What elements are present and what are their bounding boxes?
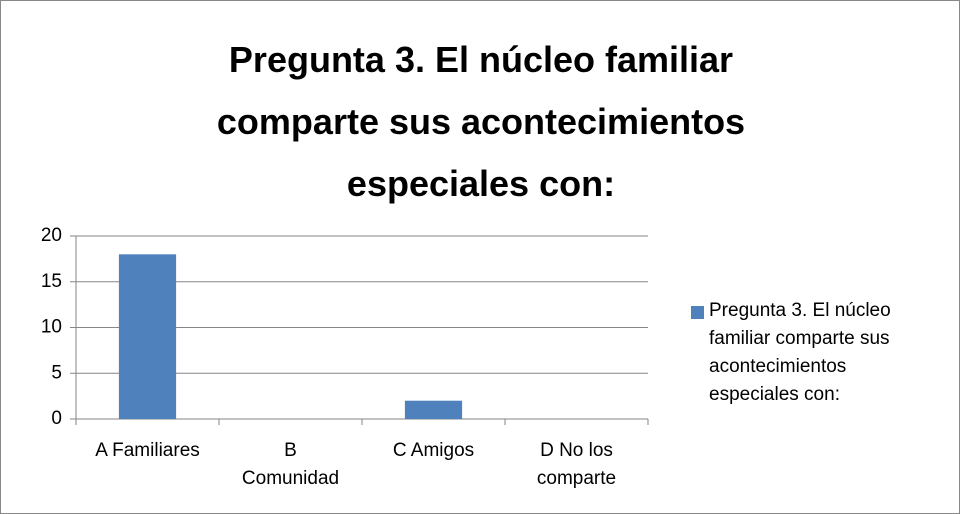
x-tick-label: B Comunidad bbox=[241, 440, 340, 489]
bar bbox=[118, 254, 177, 419]
y-tick-label: 15 bbox=[41, 271, 62, 292]
x-tick-label: A Familiares bbox=[95, 440, 200, 461]
y-tick-label: 0 bbox=[51, 408, 62, 429]
x-tick-label: C Amigos bbox=[392, 440, 475, 461]
y-tick-label: 20 bbox=[41, 225, 62, 246]
bar bbox=[404, 400, 463, 419]
y-tick-label: 10 bbox=[41, 317, 62, 338]
legend-swatch bbox=[691, 306, 704, 319]
legend-label: Pregunta 3. El núcleo familiar comparte … bbox=[709, 300, 891, 405]
y-tick-label: 5 bbox=[51, 362, 62, 383]
chart-title: Pregunta 3. El núcleo familiar comparte … bbox=[216, 39, 746, 204]
x-tick-label: D No los comparte bbox=[536, 440, 617, 489]
legend: Pregunta 3. El núcleo familiar comparte … bbox=[691, 297, 909, 409]
